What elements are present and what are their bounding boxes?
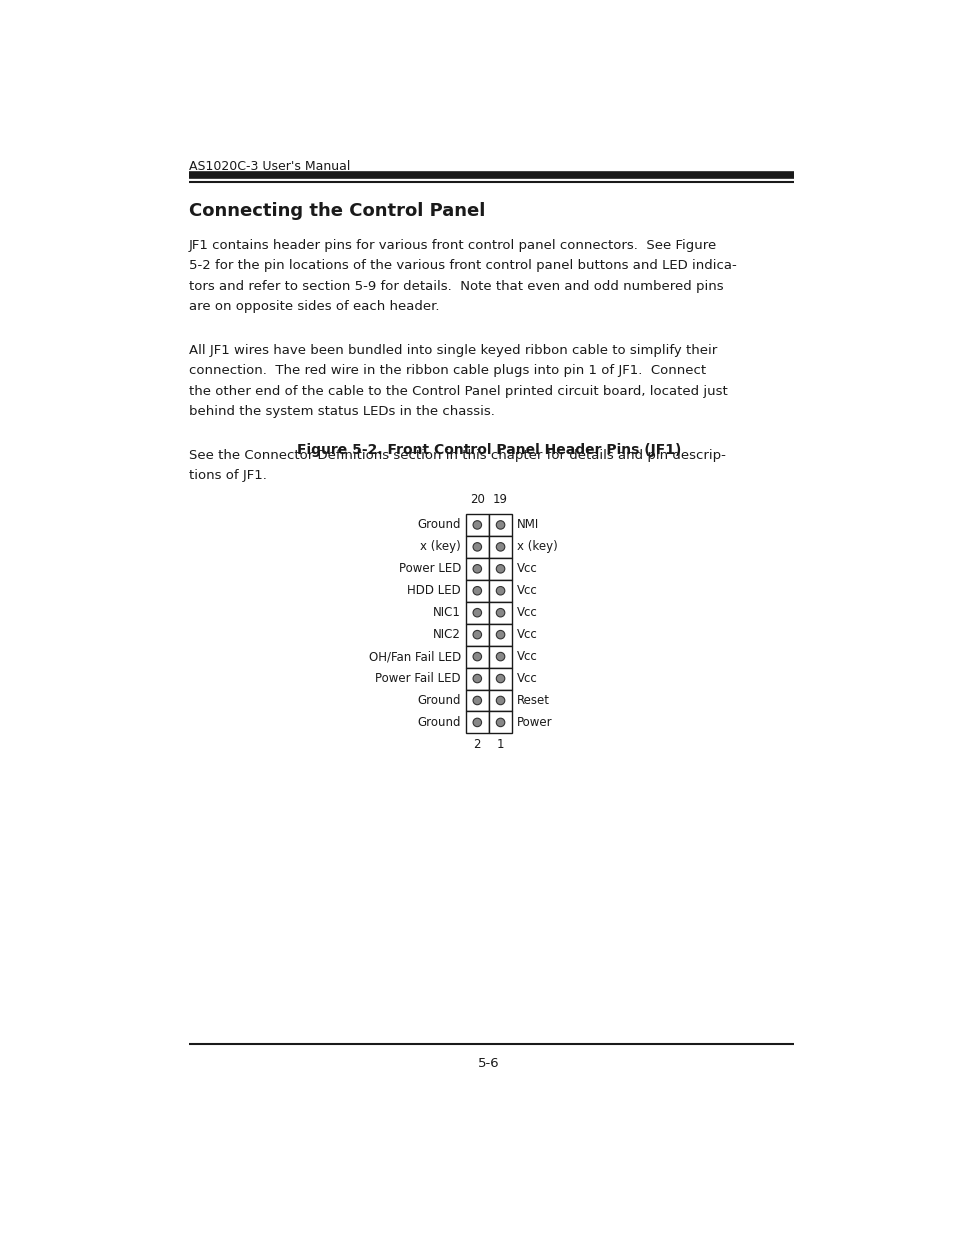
Text: x (key): x (key) [420,541,460,553]
Bar [465,711,488,734]
Bar [488,711,512,734]
Text: Reset: Reset [517,694,549,706]
Bar [465,668,488,689]
Text: Power LED: Power LED [398,562,460,576]
Text: See the Connector Definitions section in this chapter for details and pin descri: See the Connector Definitions section in… [189,448,725,462]
Text: AS1020C-3 User's Manual: AS1020C-3 User's Manual [189,159,350,173]
Circle shape [473,587,481,595]
Circle shape [473,521,481,529]
Text: Vcc: Vcc [517,562,537,576]
Text: Vcc: Vcc [517,650,537,663]
Text: are on opposite sides of each header.: are on opposite sides of each header. [189,300,439,314]
Text: Vcc: Vcc [517,584,537,598]
Bar [488,624,512,646]
Circle shape [473,609,481,618]
Text: Ground: Ground [417,519,460,531]
Text: Power: Power [517,716,552,729]
Bar [465,689,488,711]
Circle shape [496,587,504,595]
Circle shape [473,697,481,705]
Bar [488,601,512,624]
Text: All JF1 wires have been bundled into single keyed ribbon cable to simplify their: All JF1 wires have been bundled into sin… [189,343,717,357]
Text: the other end of the cable to the Control Panel printed circuit board, located j: the other end of the cable to the Contro… [189,384,727,398]
Circle shape [496,697,504,705]
Text: Vcc: Vcc [517,629,537,641]
Text: x (key): x (key) [517,541,557,553]
Text: Vcc: Vcc [517,672,537,685]
Text: Ground: Ground [417,694,460,706]
Bar [488,536,512,558]
Text: NIC1: NIC1 [433,606,460,619]
Text: tors and refer to section 5-9 for details.  Note that even and odd numbered pins: tors and refer to section 5-9 for detail… [189,280,723,293]
Text: 5-2 for the pin locations of the various front control panel buttons and LED ind: 5-2 for the pin locations of the various… [189,259,736,273]
Bar [488,646,512,668]
Bar [465,579,488,601]
Circle shape [473,652,481,661]
Bar [488,689,512,711]
Text: NMI: NMI [517,519,538,531]
Text: tions of JF1.: tions of JF1. [189,469,267,482]
Bar [488,579,512,601]
Text: OH/Fan Fail LED: OH/Fan Fail LED [369,650,460,663]
Bar [488,668,512,689]
Circle shape [496,609,504,618]
Circle shape [473,719,481,726]
Bar [465,601,488,624]
Circle shape [473,674,481,683]
Text: JF1 contains header pins for various front control panel connectors.  See Figure: JF1 contains header pins for various fro… [189,240,717,252]
Circle shape [473,630,481,638]
Text: Figure 5-2. Front Control Panel Header Pins (JF1): Figure 5-2. Front Control Panel Header P… [296,443,680,457]
Circle shape [496,564,504,573]
Circle shape [496,652,504,661]
Text: 5-6: 5-6 [477,1057,499,1070]
Bar [465,514,488,536]
Text: 19: 19 [493,493,508,506]
Circle shape [496,674,504,683]
Bar [465,558,488,579]
Text: Ground: Ground [417,716,460,729]
Bar [465,646,488,668]
Circle shape [496,542,504,551]
Text: Vcc: Vcc [517,606,537,619]
Bar [465,624,488,646]
Text: Power Fail LED: Power Fail LED [375,672,460,685]
Circle shape [496,630,504,638]
Text: 20: 20 [470,493,484,506]
Circle shape [473,542,481,551]
Text: 1: 1 [497,739,504,751]
Text: behind the system status LEDs in the chassis.: behind the system status LEDs in the cha… [189,405,495,417]
Circle shape [496,719,504,726]
Text: Connecting the Control Panel: Connecting the Control Panel [189,203,485,220]
Text: NIC2: NIC2 [433,629,460,641]
Bar [488,558,512,579]
Circle shape [473,564,481,573]
Bar [465,536,488,558]
Circle shape [496,521,504,529]
Text: HDD LED: HDD LED [407,584,460,598]
Bar [488,514,512,536]
Text: connection.  The red wire in the ribbon cable plugs into pin 1 of JF1.  Connect: connection. The red wire in the ribbon c… [189,364,705,377]
Text: 2: 2 [473,739,480,751]
